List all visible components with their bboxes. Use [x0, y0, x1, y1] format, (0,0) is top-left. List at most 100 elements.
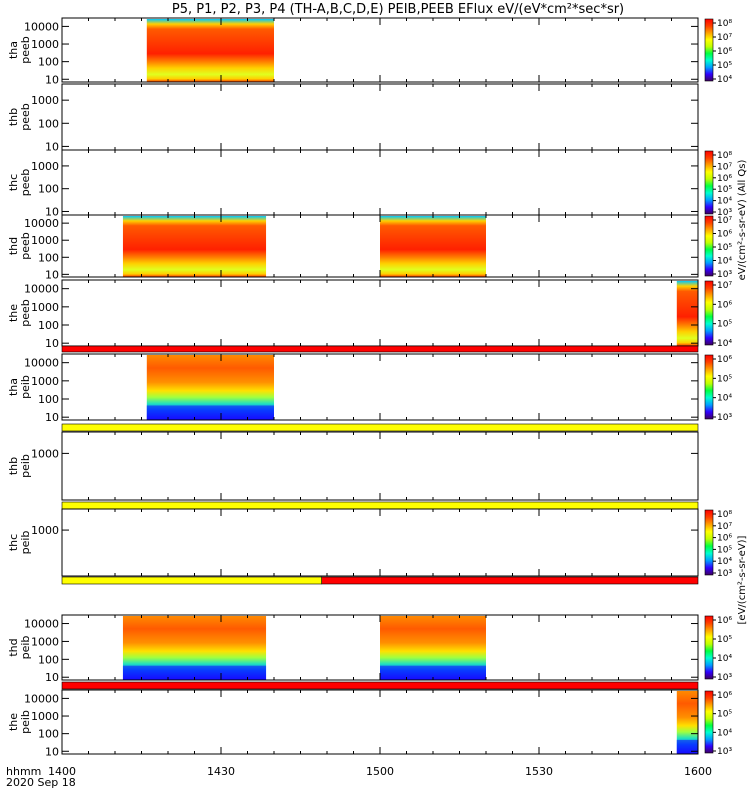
panel-thc-peeb: 10 100 1000 thc peeb [7, 149, 699, 218]
spectrogram-block-1 [676, 691, 698, 754]
panel-label-probe: the [7, 713, 20, 731]
colorbar-tha-peib: 10³ 10⁴ 10⁵ 10⁶ [704, 354, 732, 423]
y-tick-label: 10 [45, 140, 59, 153]
colorbar-tick-label: 10⁵ [717, 635, 732, 645]
colorbar-scale [704, 690, 714, 754]
colorbar-tick-label: 10⁷ [717, 216, 732, 226]
colorbar-tick-label: 10⁷ [717, 33, 732, 43]
status-strip-red [61, 681, 699, 690]
colorbar-scale [704, 18, 714, 82]
spectrogram-block-2 [380, 216, 486, 277]
panel-frame [61, 431, 699, 501]
colorbar-tick-label: 10⁸ [717, 19, 732, 29]
y-tick-label: 10 [45, 205, 59, 218]
colorbar-tick-label: 10⁸ [717, 151, 732, 161]
status-strip-red [321, 576, 699, 585]
panel-label-product: peeb [19, 103, 32, 131]
colorbar-tick-label: 10⁶ [717, 616, 732, 626]
panel-tha-peib: 10 100 1000 10000 tha peib [7, 353, 699, 432]
colorbar-tick-label: 10⁴ [717, 728, 732, 738]
colorbar-tick-label: 10⁵ [717, 243, 732, 253]
colorbar-tick-label: 10⁵ [717, 545, 732, 555]
y-tick-label: 1000 [31, 635, 59, 648]
y-tick-label: 100 [38, 117, 59, 130]
panel-label-product: peib [19, 375, 32, 399]
y-tick-label: 1000 [31, 710, 59, 723]
colorbar-tick-label: 10⁷ [717, 281, 732, 291]
panel-label-probe: the [7, 304, 20, 322]
spectrogram-block-1 [676, 281, 698, 346]
x-tick-label-1400: 1400 [48, 765, 76, 778]
panel-frame [61, 83, 699, 151]
x-tick-label-1600: 1600 [684, 765, 712, 778]
colorbar-thd-peib: 10³ 10⁴ 10⁵ 10⁶ [704, 615, 732, 683]
low-energy-band [146, 405, 274, 420]
y-tick-label: 100 [38, 728, 59, 741]
y-tick-label: 100 [38, 393, 59, 406]
x-axis-date: 2020 Sep 18 [6, 776, 76, 789]
colorbar-tick-label: 10⁴ [717, 257, 732, 267]
colorbar-tick-label: 10⁵ [717, 374, 732, 384]
panel-label-product: peeb [19, 169, 32, 197]
y-tick-label: 1000 [31, 524, 59, 537]
colorbar-scale [704, 280, 714, 346]
colorbar-tick-label: 10⁵ [717, 61, 732, 71]
panel-label-probe: thd [7, 237, 20, 255]
panel-thb-peeb: 10 100 1000 thb peeb [7, 83, 699, 153]
y-tick-label: 1000 [31, 38, 59, 51]
y-tick-label: 1000 [31, 447, 59, 460]
colorbar-tick-label: 10³ [717, 747, 732, 757]
panel-label-probe: tha [7, 41, 20, 59]
colorbar-tha-peeb: 10⁴ 10⁵ 10⁶ 10⁷ 10⁸ [704, 18, 732, 85]
y-tick-label: 10 [45, 268, 59, 281]
y-tick-label: 1000 [31, 94, 59, 107]
panel-thd-peeb: 10 100 1000 10000 thd peeb [7, 214, 699, 281]
panel-label-product: peib [19, 531, 32, 555]
y-tick-label: 10000 [24, 692, 59, 705]
panel-label-probe: thc [7, 534, 20, 551]
y-tick-label: 1000 [31, 375, 59, 388]
x-tick-label-1500: 1500 [366, 765, 394, 778]
colorbar-title-upper: eV/(cm²-s-sr-eV) (All Qs) [737, 160, 748, 281]
spectrogram-block-1 [146, 19, 274, 82]
panel-thd-peib: 10 100 1000 10000 thd peib [7, 614, 699, 690]
y-tick-label: 10 [45, 745, 59, 758]
colorbar-tick-label: 10³ [717, 270, 732, 280]
panel-label-product: peib [19, 454, 32, 478]
y-tick-label: 10 [45, 411, 59, 424]
colorbar-tick-label: 10⁷ [717, 162, 732, 172]
y-tick-label: 10000 [24, 20, 59, 33]
panel-thb-peib: 1000 thb peib [7, 431, 699, 510]
x-tick-label-1530: 1530 [525, 765, 553, 778]
colorbar-tick-label: 10⁶ [717, 691, 732, 701]
colorbar-tick-label: 10⁶ [717, 534, 732, 544]
panel-thc-peib: 1000 thc peib [7, 508, 699, 585]
colorbar-tick-label: 10⁴ [717, 394, 732, 404]
y-tick-label: 10000 [24, 283, 59, 296]
colorbar-tick-label: 10⁶ [717, 300, 732, 310]
colorbar-tick-label: 10⁸ [717, 510, 732, 520]
colorbar-scale [704, 354, 714, 420]
panel-label-probe: thc [7, 174, 20, 191]
colorbar-tick-label: 10⁴ [717, 197, 732, 207]
colorbar-thd-peeb: 10³ 10⁴ 10⁵ 10⁶ 10⁷ [704, 215, 732, 280]
colorbar-tick-label: 10⁶ [717, 174, 732, 184]
panel-label-probe: thd [7, 638, 20, 656]
y-tick-label: 100 [38, 183, 59, 196]
colorbar-tick-label: 10⁶ [717, 230, 732, 240]
colorbar-tick-label: 10⁴ [717, 339, 732, 349]
colorbar-tick-label: 10³ [717, 413, 732, 423]
colorbar-scale [704, 150, 714, 215]
status-strip-red [61, 345, 699, 353]
x-tick-label-1430: 1430 [207, 765, 235, 778]
colorbar-tick-label: 10⁴ [717, 557, 732, 567]
colorbar-tick-label: 10⁵ [717, 710, 732, 720]
panel-the-peib: 10 100 1000 10000 the peib [7, 689, 699, 758]
y-tick-label: 100 [38, 56, 59, 69]
panel-label-probe: tha [7, 378, 20, 396]
y-tick-label: 10000 [24, 618, 59, 631]
y-tick-label: 10000 [24, 357, 59, 370]
